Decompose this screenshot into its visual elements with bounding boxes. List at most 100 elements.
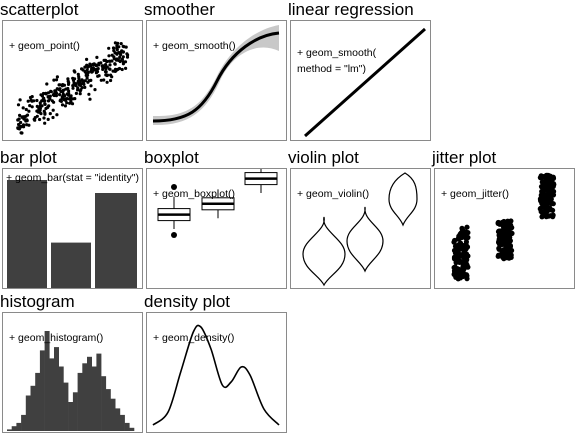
scatter-point [70,102,75,106]
geom-label: + geom_smooth() [153,40,236,52]
histogram-bin [77,372,83,431]
scatter-point [107,59,111,63]
scatter-point [35,98,39,103]
panel-title: boxplot [144,148,199,167]
scatter-point [97,63,101,67]
jitter-point [460,267,466,273]
scatter-point [107,54,111,58]
scatter-point [28,104,32,108]
jitter-point [496,246,502,252]
scatter-point [81,79,85,83]
histogram-bin [119,414,125,431]
panel-density-plot: density plot + geom_density() [144,292,287,433]
scatter-point [55,87,59,91]
scatter-point [86,70,90,75]
jitter-point [545,207,551,213]
scatter-point [105,59,109,64]
scatter-point [25,113,30,117]
scatter-point [105,65,109,69]
panel-violin-plot: violin plot + geom_violin() [288,148,431,289]
scatter-point [119,53,123,57]
scatter-point [35,104,39,108]
panel-title: bar plot [0,148,57,167]
scatter-point [116,67,120,71]
histogram-chart [7,331,135,431]
scatter-point [48,94,52,98]
scatter-point [18,113,22,117]
scatter-point [64,87,68,91]
scatter-point [43,102,47,106]
scatter-point [71,86,75,90]
scatter-point [116,41,120,45]
scatter-point [22,125,26,129]
boxplot-chart [157,169,278,238]
scatter-point [105,80,109,84]
scatter-point [112,55,116,59]
scatter-point [78,92,82,96]
plot-area: + geom_bar(stat = "identity") [2,168,143,289]
scatter-point [43,121,47,125]
scatter-point [93,88,97,92]
panel-bar-plot: bar plot + geom_bar(stat = "identity") [0,148,143,289]
scatter-chart [16,41,130,135]
histogram-bin [82,363,88,431]
scatter-point [38,108,42,112]
scatter-point [69,94,73,98]
jitter-chart [451,172,557,282]
jitter-point [508,231,514,237]
scatter-point [108,67,112,71]
panel-title: linear regression [288,0,414,19]
bar-chart [7,180,137,288]
scatter-point [119,42,123,46]
confidence-band [153,25,279,126]
panel-title: jitter plot [432,148,497,167]
scatter-point [68,101,72,105]
outlier-point [171,184,177,190]
violin-3 [388,172,418,227]
scatter-point [55,75,60,79]
jitter-point [451,239,457,245]
scatter-point [86,80,90,84]
density-curve [152,324,280,426]
plot-area: + geom_density() [146,312,287,433]
jitter-point [463,272,470,278]
scatter-point [38,103,43,108]
jitter-point [504,237,511,243]
regression-line [304,27,426,138]
jitter-point [499,240,505,247]
panel-title: density plot [144,292,230,311]
scatter-point [120,67,124,72]
scatter-point [58,93,62,97]
scatter-point [118,59,122,63]
histogram-bin [101,376,107,431]
scatter-point [47,104,51,108]
histogram-bin [25,395,31,431]
histogram-bin [21,414,27,431]
plot-area: + geom_boxplot() [146,168,287,289]
scatter-point [32,117,36,121]
scatter-point [42,116,46,120]
scatter-point [77,76,81,81]
jitter-point [509,247,515,254]
scatter-point [46,99,51,103]
scatter-point [118,55,122,60]
panel-title: histogram [0,292,75,311]
scatter-point [123,60,128,64]
scatter-point [114,58,118,62]
scatter-point [49,90,53,94]
scatter-point [73,70,77,74]
plot-area: + geom_jitter() [434,168,575,289]
scatter-point [95,55,99,60]
scatter-point [62,83,66,87]
scatter-point [74,91,78,95]
scatter-point [65,101,69,105]
histogram-bin [44,331,50,431]
bar [7,180,47,288]
geom-label: + geom_bar(stat = "identity") [6,172,139,184]
scatter-point [46,91,51,95]
scatter-point [27,109,31,113]
scatter-point [67,89,71,93]
scatter-point [104,63,108,67]
scatter-point [88,97,92,101]
violin-1 [302,216,346,287]
